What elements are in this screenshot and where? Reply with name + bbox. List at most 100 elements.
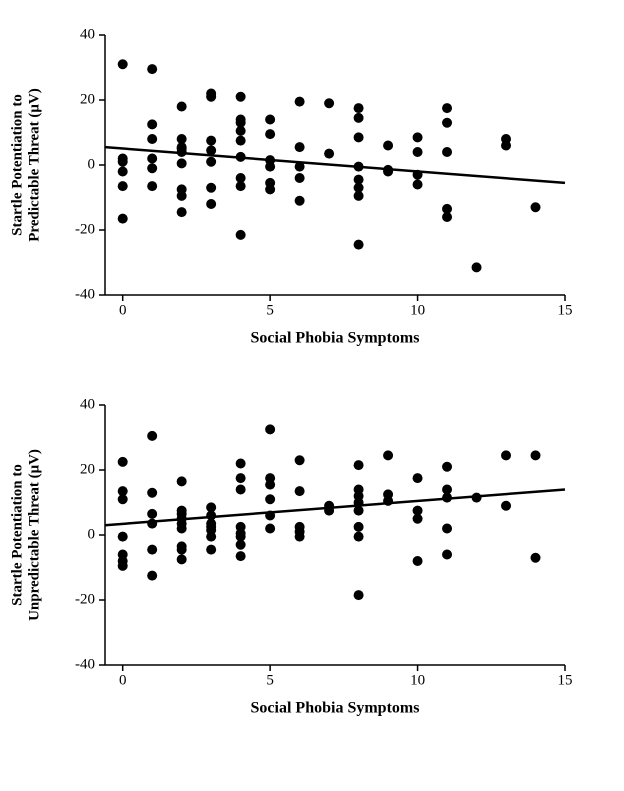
data-point: [354, 460, 364, 470]
data-point: [177, 554, 187, 564]
data-point: [354, 191, 364, 201]
data-point: [206, 157, 216, 167]
data-point: [413, 473, 423, 483]
y-axis-label: Startle Potentiation toUnpredictable Thr…: [10, 449, 43, 621]
y-tick-label: -40: [75, 656, 95, 672]
data-point: [531, 553, 541, 563]
scatter-unpredictable-threat: -40-2002040051015Social Phobia SymptomsS…: [10, 390, 604, 730]
data-point: [118, 214, 128, 224]
y-tick-label: 0: [88, 156, 96, 172]
data-point: [472, 262, 482, 272]
data-point: [531, 450, 541, 460]
data-point: [236, 181, 246, 191]
data-point: [177, 476, 187, 486]
y-tick-label: -20: [75, 591, 95, 607]
data-point: [295, 455, 305, 465]
data-point: [118, 181, 128, 191]
data-point: [354, 132, 364, 142]
data-point: [354, 506, 364, 516]
data-point: [147, 163, 157, 173]
data-point: [206, 136, 216, 146]
data-point: [265, 480, 275, 490]
data-point: [236, 126, 246, 136]
y-tick-label: 20: [80, 91, 95, 107]
x-tick-label: 10: [410, 303, 425, 319]
data-point: [147, 119, 157, 129]
x-tick-label: 15: [558, 303, 573, 319]
data-point: [236, 473, 246, 483]
y-tick-label: 40: [80, 26, 95, 42]
data-point: [354, 522, 364, 532]
data-point: [413, 514, 423, 524]
data-point: [265, 184, 275, 194]
data-point: [295, 196, 305, 206]
data-point: [501, 501, 511, 511]
data-point: [413, 556, 423, 566]
data-point: [531, 202, 541, 212]
figure-container: -40 -20 0 20 40 0 5 10 15 Social Phobia Symptoms S…: [0, 0, 624, 750]
data-point: [118, 457, 128, 467]
data-point: [354, 113, 364, 123]
data-point: [501, 450, 511, 460]
x-tick-label: 5: [266, 303, 274, 319]
trend-line: [105, 490, 565, 526]
data-point: [147, 571, 157, 581]
y-axis-label: Startle Potentiation toPredictable Threa…: [10, 88, 43, 241]
data-point: [206, 532, 216, 542]
trend-line: [105, 147, 565, 183]
data-point: [236, 551, 246, 561]
data-point: [236, 92, 246, 102]
x-axis-label: Social Phobia Symptoms: [251, 329, 420, 346]
data-point: [442, 524, 452, 534]
data-point: [118, 157, 128, 167]
data-point: [177, 524, 187, 534]
data-point: [442, 462, 452, 472]
data-point: [383, 450, 393, 460]
data-point: [295, 173, 305, 183]
data-point: [354, 532, 364, 542]
data-point: [295, 142, 305, 152]
data-point: [265, 129, 275, 139]
data-point: [324, 98, 334, 108]
data-point: [442, 147, 452, 157]
data-point: [236, 230, 246, 240]
data-point: [265, 115, 275, 125]
data-point: [354, 590, 364, 600]
x-tick-label: 5: [266, 673, 274, 689]
data-point: [147, 181, 157, 191]
data-point: [206, 545, 216, 555]
data-point: [147, 134, 157, 144]
data-point: [236, 485, 246, 495]
data-point: [177, 102, 187, 112]
data-point: [118, 167, 128, 177]
y-tick-label: -40: [75, 286, 95, 302]
data-point: [118, 561, 128, 571]
data-point: [147, 488, 157, 498]
data-point: [177, 191, 187, 201]
data-point: [206, 199, 216, 209]
data-point: [442, 118, 452, 128]
data-point: [413, 180, 423, 190]
x-tick-label: 10: [410, 673, 425, 689]
data-point: [324, 149, 334, 159]
y-tick-label: 0: [88, 526, 96, 542]
data-point: [265, 524, 275, 534]
data-point: [354, 103, 364, 113]
x-tick-label: 15: [558, 673, 573, 689]
y-tick-label: 20: [80, 461, 95, 477]
data-point: [295, 97, 305, 107]
data-point: [147, 154, 157, 164]
data-point: [177, 207, 187, 217]
data-point: [383, 141, 393, 151]
data-point: [265, 494, 275, 504]
x-axis-label: Social Phobia Symptoms: [251, 699, 420, 716]
scatter-predictable-threat: -40-2002040051015Social Phobia SymptomsS…: [10, 20, 604, 360]
data-point: [147, 545, 157, 555]
data-point: [265, 162, 275, 172]
data-point: [413, 147, 423, 157]
data-point: [236, 136, 246, 146]
data-point: [413, 132, 423, 142]
data-point: [295, 532, 305, 542]
data-point: [118, 532, 128, 542]
data-point: [501, 141, 511, 151]
